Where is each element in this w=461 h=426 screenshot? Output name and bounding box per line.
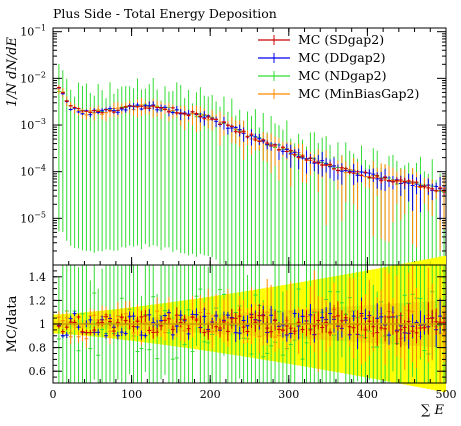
main-ytick-exponent: −3	[34, 117, 46, 126]
legend-label-SDgap2: MC (SDgap2)	[298, 32, 384, 47]
legend-label-NDgap2: MC (NDgap2)	[298, 68, 386, 83]
main-ytick-label: 10−3	[20, 117, 46, 132]
legend-label-MinBiasGap2: MC (MinBiasGap2)	[298, 86, 419, 101]
plot-title: Plus Side - Total Energy Deposition	[53, 6, 277, 21]
main-ylabel: 1/N dN/dE	[5, 36, 20, 107]
ratio-ytick-label: 0.6	[29, 365, 47, 378]
main-panel: 10−1 10−2 10−3 10−4 10−5	[20, 24, 447, 266]
ratio-xtick-label: 300	[278, 388, 299, 401]
legend: MC (SDgap2) MC (DDgap2) MC (NDgap2) MC (Min…	[258, 32, 419, 101]
main-ytick-label: 10−2	[20, 70, 46, 85]
main-ytick-exponent: −5	[34, 210, 46, 219]
main-ytick-label: 10−1	[20, 24, 46, 39]
ratio-xtick-label: 400	[357, 388, 378, 401]
main-ytick-exponent: −2	[34, 70, 46, 79]
ratio-ylabel: MC/data	[5, 295, 20, 352]
ratio-ytick-label: 0.8	[29, 342, 47, 355]
main-panel-frame	[52, 27, 447, 266]
ratio-xtick-label: 100	[121, 388, 142, 401]
x-axis-label: ∑ E	[421, 403, 444, 418]
ratio-xtick-label: 0	[50, 388, 57, 401]
main-ytick-exponent: −1	[34, 24, 46, 33]
main-ytick-exponent: −4	[34, 164, 46, 173]
ratio-ytick-label: 1.4	[29, 271, 47, 284]
ratio-ytick-label: 1.2	[29, 294, 47, 307]
ratio-ytick-label: 1	[39, 318, 46, 331]
ratio-xtick-label: 500	[436, 388, 457, 401]
ratio-xtick-label: 200	[200, 388, 221, 401]
main-ytick-label: 10−4	[20, 164, 46, 179]
legend-label-DDgap2: MC (DDgap2)	[298, 50, 386, 65]
main-ytick-label: 10−5	[20, 210, 46, 225]
ratio-panel: 0.6 0.8 1 1.2 1.4 0 100 200 300 400 500	[29, 255, 457, 401]
